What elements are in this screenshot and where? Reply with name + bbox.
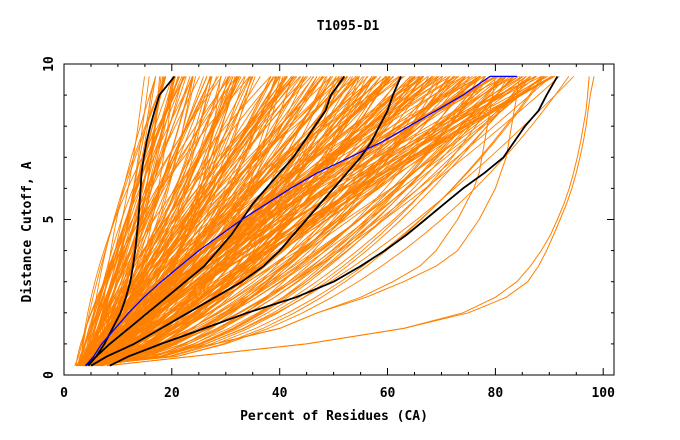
model-line	[93, 75, 537, 366]
model-line	[77, 76, 507, 366]
model-line	[91, 76, 481, 366]
tick-label: 0	[42, 371, 57, 379]
y-axis-label: Distance Cutoff, A	[20, 161, 35, 302]
model-line	[95, 76, 467, 367]
model-line	[83, 76, 495, 366]
model-line	[80, 76, 357, 366]
model-line	[97, 76, 537, 367]
tick-label: 100	[591, 386, 615, 401]
model-line	[88, 76, 545, 367]
tick-label: 0	[60, 386, 68, 401]
highlight-line	[87, 75, 176, 367]
model-line	[89, 76, 531, 367]
model-line	[101, 76, 521, 367]
model-line	[96, 76, 507, 367]
highlight-line	[109, 75, 559, 367]
model-line	[84, 76, 570, 367]
model-line	[76, 76, 340, 366]
model-line	[80, 76, 552, 367]
reference-line	[85, 75, 517, 367]
tick-label: 60	[380, 386, 396, 401]
model-line	[98, 76, 237, 366]
model-line	[84, 76, 425, 367]
model-line	[79, 76, 543, 367]
x-axis-label: Percent of Residues (CA)	[240, 409, 428, 424]
model-line	[85, 76, 544, 367]
model-line	[86, 76, 288, 366]
model-line	[78, 76, 161, 367]
model-line	[82, 76, 545, 367]
model-line	[101, 76, 506, 367]
highlight-line	[85, 75, 346, 367]
highlight-line	[90, 76, 402, 367]
tick-label: 10	[42, 56, 57, 72]
model-line	[76, 76, 229, 366]
model-line	[90, 76, 271, 366]
axis-ticks: 0 20 40 60 80 100 0 5 10	[42, 56, 615, 401]
model-line	[100, 76, 524, 367]
model-line	[89, 76, 542, 366]
model-line	[100, 76, 456, 366]
model-line	[96, 76, 575, 367]
model-line	[88, 76, 532, 367]
series-layer	[74, 75, 595, 367]
tick-label: 5	[42, 216, 57, 224]
chart-title: T1095-D1	[317, 19, 380, 34]
model-line	[80, 76, 186, 366]
model-line	[76, 76, 451, 366]
model-line	[74, 76, 157, 366]
model-line	[94, 76, 519, 367]
model-line	[78, 76, 555, 367]
model-line	[95, 76, 307, 366]
model-line	[107, 76, 590, 367]
model-line	[93, 76, 391, 366]
tick-label: 40	[272, 386, 288, 401]
tick-label: 20	[164, 386, 180, 401]
model-line	[101, 76, 434, 366]
tick-label: 80	[488, 386, 504, 401]
model-line	[81, 76, 254, 367]
model-line	[87, 76, 543, 367]
model-line	[94, 76, 554, 367]
model-line	[84, 76, 241, 366]
model-line	[98, 76, 294, 366]
model-line	[79, 76, 194, 366]
